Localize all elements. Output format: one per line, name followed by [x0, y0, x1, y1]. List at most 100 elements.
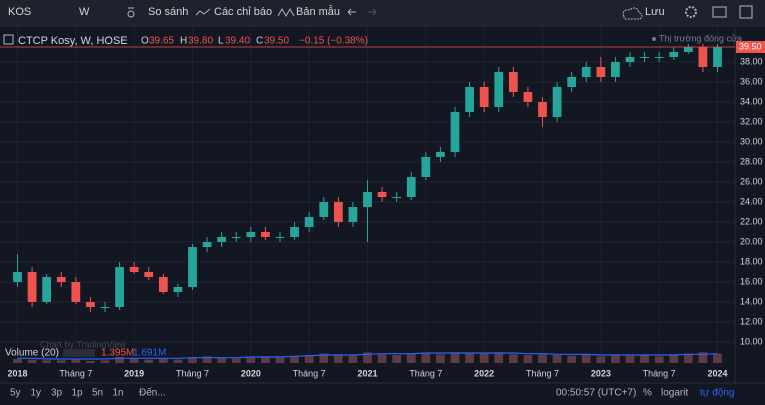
volume-bar [319, 353, 329, 363]
volume-bar [231, 358, 241, 363]
templates-icon [277, 7, 295, 18]
volume-bar [494, 352, 504, 363]
candle-body [13, 272, 22, 282]
candle-body [450, 112, 460, 152]
market-status: Thị trường đóng cửa [659, 33, 742, 43]
y-tick-label: 18.00 [740, 256, 763, 266]
candle-body [465, 87, 474, 112]
candle-body [654, 57, 664, 58]
y-tick-label: 32.00 [740, 116, 763, 126]
candle-body [333, 202, 343, 222]
indicators-button[interactable]: Các chỉ báo [214, 6, 272, 18]
volume-bar [158, 359, 168, 363]
auto-toggle[interactable]: tự động [700, 388, 735, 399]
log-toggle[interactable]: logarit [661, 388, 688, 399]
y-tick-label: 24.00 [740, 196, 763, 206]
indicators-icon [195, 8, 211, 16]
interval[interactable]: W [79, 6, 90, 18]
candle-body [596, 67, 606, 77]
x-tick-label: 2022 [474, 368, 494, 378]
volume-bar [348, 355, 358, 363]
volume-bar [465, 353, 474, 363]
percent-toggle[interactable]: % [643, 388, 652, 399]
y-tick-label: 30.00 [740, 136, 763, 146]
candle-body [479, 87, 489, 107]
candle-body [144, 272, 154, 277]
candle-body [508, 72, 518, 92]
x-tick-label: Tháng 7 [643, 368, 676, 378]
price-axis [735, 27, 765, 383]
volume-bar [86, 361, 95, 363]
y-tick-label: 12.00 [740, 316, 763, 326]
volume-bar [100, 360, 110, 363]
y-tick-label: 20.00 [740, 236, 763, 246]
range-button[interactable]: 5y [10, 388, 21, 399]
candle-body [188, 247, 197, 287]
volume-bar [363, 352, 372, 363]
candle-body [42, 277, 52, 302]
candle-body [246, 232, 256, 237]
fullscreen[interactable] [739, 5, 753, 19]
candle-body [173, 287, 183, 292]
volume-controls[interactable] [63, 349, 95, 357]
symbol[interactable]: KOS [8, 6, 31, 18]
candle-body [611, 62, 620, 77]
candle-body [348, 207, 358, 222]
open-key: O [141, 36, 149, 47]
snapshot[interactable] [712, 6, 727, 18]
candle-body [290, 227, 299, 237]
save-button[interactable]: Lưu [645, 6, 665, 18]
range-button[interactable]: 1y [31, 388, 42, 399]
candle-body [494, 72, 504, 107]
volume-bar [479, 353, 489, 363]
x-tick-label: 2019 [124, 368, 144, 378]
candle-body [202, 242, 212, 247]
goto-button[interactable]: Đến... [139, 387, 166, 399]
volume-bar [523, 355, 533, 363]
settings[interactable] [685, 6, 697, 18]
candle-body [683, 47, 693, 52]
x-tick-label: Tháng 7 [409, 368, 442, 378]
cloud-icon [622, 7, 643, 20]
plot: 10.00 12.00 14.00 16.00 18.00 20.00 22.00 24.00… [0, 27, 765, 378]
volume-bar [304, 355, 314, 363]
volume-bar [377, 354, 387, 363]
y-tick-label: 34.00 [740, 96, 763, 106]
volume-value: 1.395M [101, 348, 134, 359]
volume-bar [217, 357, 227, 363]
volume-bar [246, 357, 256, 363]
volume-bar [436, 354, 445, 363]
candle-body [261, 232, 270, 237]
redo[interactable] [368, 8, 377, 16]
templates-button[interactable]: Bản mẫu [296, 5, 340, 18]
volume-bar [625, 355, 635, 363]
volume-bar [115, 357, 124, 363]
candle-body [406, 177, 416, 197]
x-tick-label: 2023 [591, 368, 611, 378]
y-tick-label: 26.00 [740, 176, 763, 186]
candle-body [698, 47, 708, 67]
range-button[interactable]: 1n [113, 388, 124, 399]
volume-ma-line [17, 352, 718, 360]
compare-button[interactable]: So sánh [148, 6, 188, 18]
undo[interactable] [347, 8, 356, 16]
close-value: 39.50 [264, 36, 289, 47]
candle-body [713, 47, 722, 67]
status-dot [652, 37, 656, 41]
y-tick-label: 22.00 [740, 216, 763, 226]
collapse-icon[interactable] [3, 34, 14, 45]
low-value: 39.40 [225, 36, 250, 47]
candle-body [581, 67, 591, 77]
range-button[interactable]: 3p [51, 388, 63, 399]
candle-body [552, 87, 562, 117]
range-button[interactable]: 5n [92, 388, 103, 399]
toolbar [0, 0, 765, 26]
candle-body [538, 102, 547, 117]
candle-body [71, 282, 81, 302]
volume-bar [538, 354, 547, 363]
range-button[interactable]: 1p [72, 388, 84, 399]
watermark: Chart by TradingView [40, 339, 126, 349]
low-key: L [218, 36, 224, 47]
candle-body [640, 57, 649, 58]
volume-bar [552, 355, 562, 363]
